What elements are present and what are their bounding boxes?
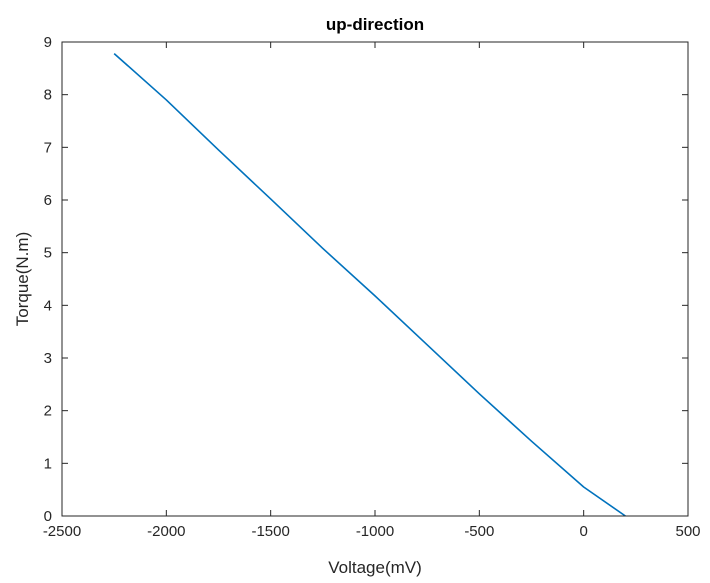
y-tick-label: 3: [44, 350, 52, 367]
x-tick-label: 0: [579, 523, 587, 540]
x-tick-label: -2500: [43, 523, 81, 540]
x-tick-label: -1500: [251, 523, 289, 540]
y-tick-label: 0: [44, 508, 52, 525]
y-axis-tick-labels: 0 1 2 3 4 5 6 7 8 9: [44, 34, 52, 525]
y-tick-label: 5: [44, 245, 52, 262]
chart-title: up-direction: [326, 15, 424, 34]
plot-area-frame: [61, 41, 689, 517]
x-axis-label: Voltage(mV): [328, 558, 422, 577]
y-axis-label: Torque(N.m): [13, 232, 32, 326]
series-group: [113, 52, 626, 517]
y-tick-label: 2: [44, 403, 52, 420]
x-tick-label: -500: [464, 523, 494, 540]
y-tick-label: 7: [44, 139, 52, 156]
y-tick-label: 4: [44, 297, 52, 314]
y-tick-label: 6: [44, 192, 52, 209]
plot-area-background: [62, 42, 688, 516]
series-line: [113, 52, 626, 517]
y-tick-label: 8: [44, 87, 52, 104]
x-axis-tick-labels: -2500 -2000 -1500 -1000 -500 0 500: [43, 523, 701, 540]
x-tick-label: -2000: [147, 523, 185, 540]
y-tick-label: 1: [44, 455, 52, 472]
x-tick-label: 500: [675, 523, 700, 540]
y-tick-label: 9: [44, 34, 52, 51]
x-tick-label: -1000: [356, 523, 394, 540]
